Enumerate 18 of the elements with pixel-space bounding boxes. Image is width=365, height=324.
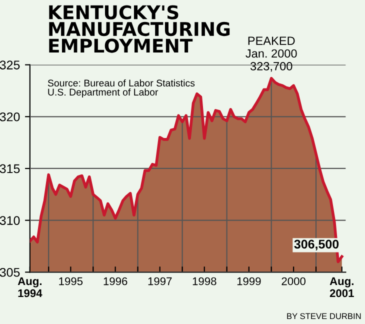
x-tick-label: Aug. 1994 — [18, 277, 42, 298]
x-tick-label: 1998 — [192, 277, 216, 286]
x-tick-label: 1995 — [59, 277, 83, 286]
y-tick-label: 305 — [0, 268, 20, 277]
x-tick-label: 1996 — [104, 277, 128, 286]
y-tick-label: 315 — [0, 164, 20, 174]
y-tick-label: 325 — [0, 60, 20, 70]
chart-title: KENTUCKY'S MANUFACTURING EMPLOYMENT — [49, 5, 230, 53]
annotation: PEAKED Jan. 2000 323,700 — [246, 36, 297, 72]
y-tick-label: 320 — [0, 112, 20, 122]
x-tick-label: Aug. 2001 — [330, 277, 354, 298]
y-tick-label: 310 — [0, 216, 20, 225]
text: BY STEVE DURBIN — [287, 313, 361, 320]
x-tick-label: 1997 — [148, 277, 172, 286]
x-tick-label: 1999 — [237, 277, 261, 286]
x-tick-label: 2000 — [282, 277, 306, 286]
annotation: Source: Bureau of Labor Statistics U.S. Department of Labor — [48, 79, 195, 98]
annotation: 306,500 — [294, 240, 339, 250]
